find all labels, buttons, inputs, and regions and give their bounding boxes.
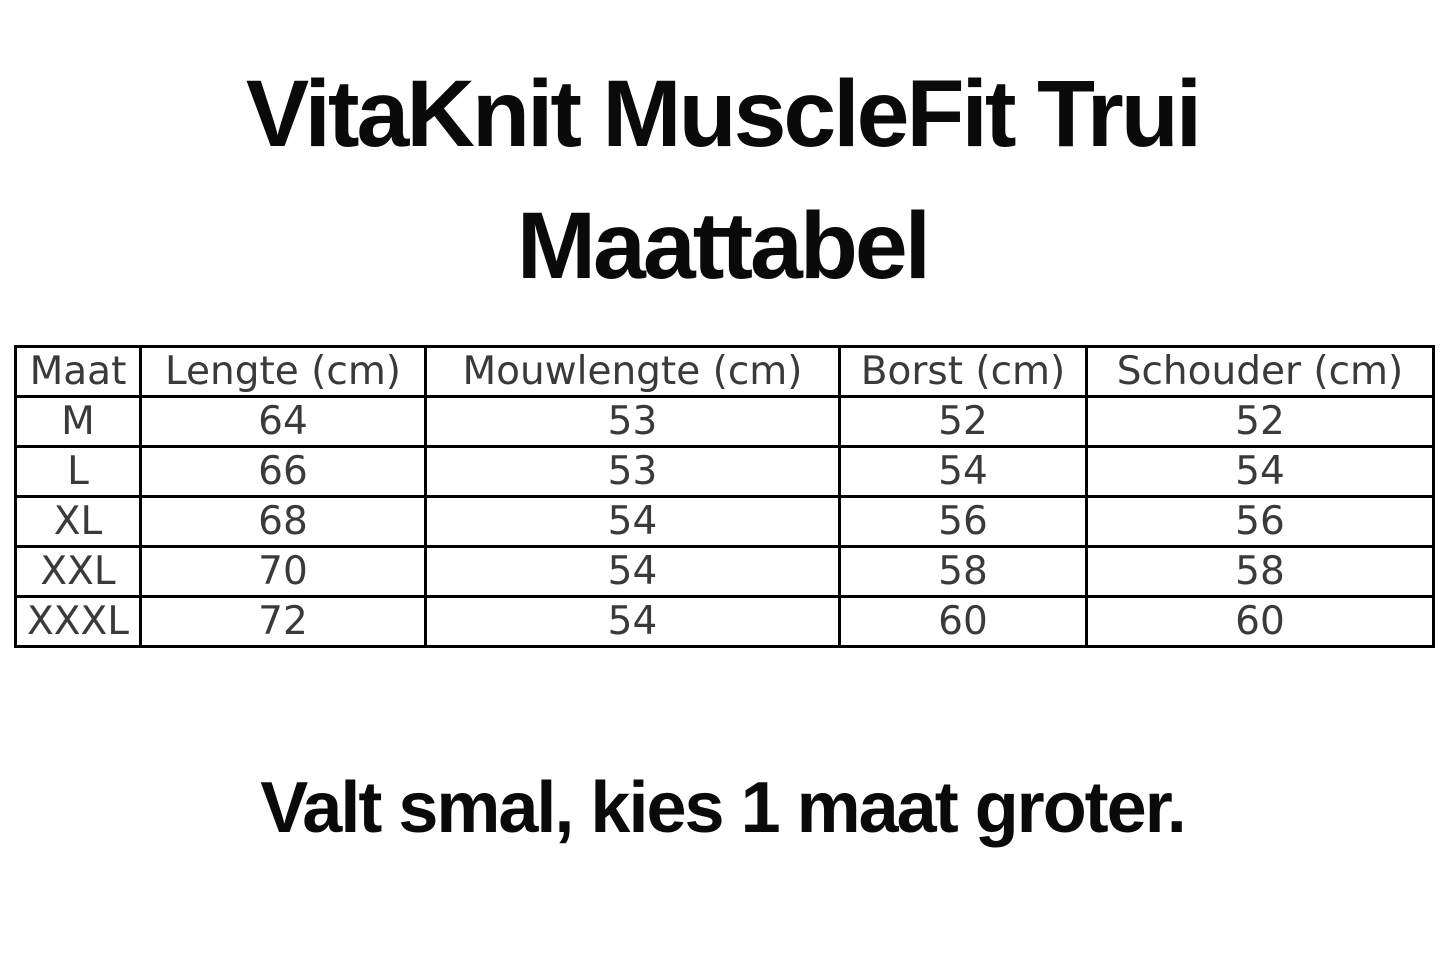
measurement-cell: 52 — [1085, 395, 1435, 448]
measurement-cell: 60 — [1085, 595, 1435, 648]
measurement-cell: 58 — [838, 545, 1088, 598]
size-label-cell: XXXL — [14, 595, 142, 648]
table-row: XXXL 72 54 60 60 — [14, 595, 1435, 648]
size-table: Maat Lengte (cm) Mouwlengte (cm) Borst (cm)… — [14, 345, 1435, 648]
measurement-cell: 56 — [1085, 495, 1435, 548]
fit-advice-note: Valt smal, kies 1 maat groter. — [260, 768, 1187, 848]
measurement-cell: 54 — [424, 595, 841, 648]
page-title: VitaKnit MuscleFit Trui Maattabel — [0, 48, 1445, 312]
measurement-cell: 54 — [424, 495, 841, 548]
column-header-4: Schouder (cm) — [1085, 345, 1435, 398]
page-title-line1: VitaKnit MuscleFit Trui — [245, 61, 1202, 167]
measurement-cell: 54 — [424, 545, 841, 598]
measurement-cell: 66 — [139, 445, 427, 498]
column-header-3: Borst (cm) — [838, 345, 1088, 398]
measurement-cell: 53 — [424, 395, 841, 448]
measurement-cell: 52 — [838, 395, 1088, 448]
size-label-cell: M — [14, 395, 142, 448]
measurement-cell: 72 — [139, 595, 427, 648]
size-label-cell: XL — [14, 495, 142, 548]
table-row: L 66 53 54 54 — [14, 445, 1435, 498]
table-row: M 64 53 52 52 — [14, 395, 1435, 448]
column-header-2: Mouwlengte (cm) — [424, 345, 841, 398]
measurement-cell: 58 — [1085, 545, 1435, 598]
measurement-cell: 70 — [139, 545, 427, 598]
measurement-cell: 64 — [139, 395, 427, 448]
measurement-cell: 54 — [838, 445, 1088, 498]
measurement-cell: 68 — [139, 495, 427, 548]
measurement-cell: 56 — [838, 495, 1088, 548]
column-header-0: Maat — [14, 345, 142, 398]
column-header-1: Lengte (cm) — [139, 345, 427, 398]
measurement-cell: 54 — [1085, 445, 1435, 498]
page-title-line2: Maattabel — [516, 193, 931, 299]
measurement-cell: 53 — [424, 445, 841, 498]
size-label-cell: L — [14, 445, 142, 498]
table-row: XL 68 54 56 56 — [14, 495, 1435, 548]
table-row: XXL 70 54 58 58 — [14, 545, 1435, 598]
measurement-cell: 60 — [838, 595, 1088, 648]
size-table-header-row: Maat Lengte (cm) Mouwlengte (cm) Borst (cm)… — [14, 345, 1435, 398]
size-label-cell: XXL — [14, 545, 142, 598]
